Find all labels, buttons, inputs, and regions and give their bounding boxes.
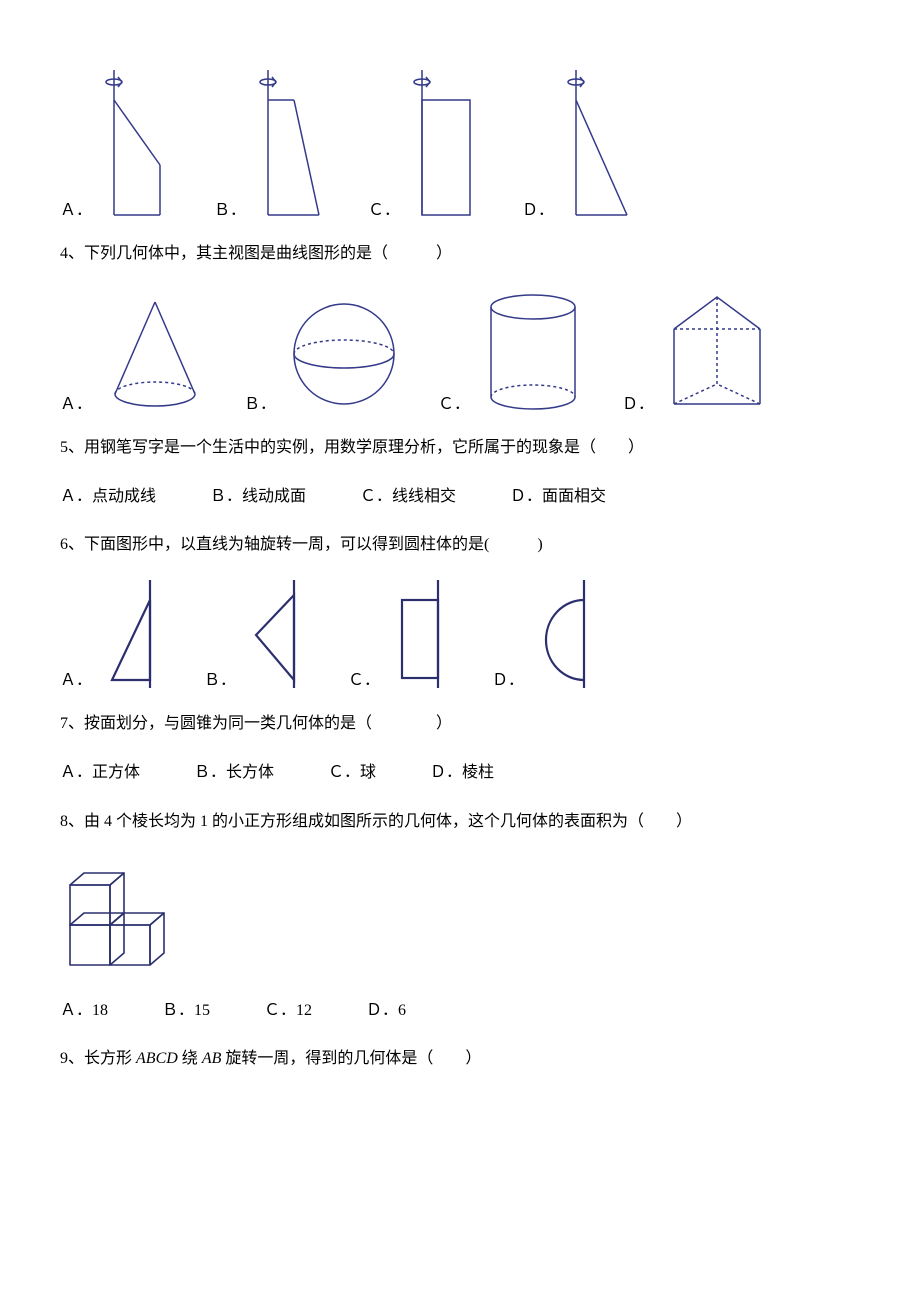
q3-D-label: Ｄ． [522,196,554,220]
q4-fig-sphere [284,294,404,414]
q6-option-D: Ｄ． [492,580,602,690]
q3-B-label: Ｂ． [214,196,246,220]
q6-text: 6、下面图形中，以直线为轴旋转一周，可以得到圆柱体的是( ) [60,531,860,560]
q8-fig-cubes [60,857,200,977]
q4-fig-cylinder [478,289,588,414]
q5-B: Ｂ．线动成面 [210,483,306,512]
q8-figure-wrap [60,857,860,977]
q7-B: Ｂ．长方体 [194,759,274,788]
q7-D: Ｄ．棱柱 [430,759,494,788]
q9-prefix: 9、长方形 [60,1050,136,1067]
q7-text: 7、按面划分，与圆锥为同一类几何体的是（ ） [60,710,860,739]
q3-option-C: Ｃ． [368,70,488,220]
q9-mid: 绕 [182,1050,202,1067]
q3-option-D: Ｄ． [522,70,642,220]
q3-fig-C [408,70,488,220]
q4-option-D: Ｄ． [622,289,782,414]
q5-D: Ｄ．面面相交 [510,483,606,512]
q4-option-B: Ｂ． [244,294,404,414]
q6-options: Ａ． Ｂ． Ｃ． [60,580,860,690]
q9-ABCD: ABCD [136,1050,178,1067]
q4-A-label: Ａ． [60,390,92,414]
q4-options: Ａ． Ｂ． Ｃ． [60,289,860,414]
q6-option-C: Ｃ． [348,580,458,690]
q5-C: Ｃ．线线相交 [360,483,456,512]
q4-D-label: Ｄ． [622,390,654,414]
q6-option-B: Ｂ． [204,580,314,690]
q5-text: 5、用钢笔写字是一个生活中的实例，用数学原理分析，它所属于的现象是（ ） [60,434,860,463]
q3-options: Ａ． Ｂ． [60,70,860,220]
q7-options: Ａ．正方体 Ｂ．长方体 Ｃ．球 Ｄ．棱柱 [60,759,860,788]
q9-suffix: 旋转一周，得到的几何体是（ ） [225,1050,481,1067]
q9-text: 9、长方形 ABCD 绕 AB 旋转一周，得到的几何体是（ ） [60,1045,860,1074]
q3-option-A: Ａ． [60,70,180,220]
q8-D: Ｄ．6 [366,997,406,1026]
q3-fig-D [562,70,642,220]
q6-A-label: Ａ． [60,666,92,690]
q3-A-label: Ａ． [60,196,92,220]
q4-fig-prism [662,289,782,414]
q6-fig-D [532,580,602,690]
q7-A: Ａ．正方体 [60,759,140,788]
q4-option-C: Ｃ． [438,289,588,414]
q7-C: Ｃ．球 [328,759,376,788]
q6-fig-A [100,580,170,690]
q8-C: Ｃ．12 [264,997,312,1026]
q4-option-A: Ａ． [60,294,210,414]
q9-AB: AB [202,1050,222,1067]
q4-text: 4、下列几何体中，其主视图是曲线图形的是（ ） [60,240,860,269]
q8-text: 8、由 4 个棱长均为 1 的小正方形组成如图所示的几何体，这个几何体的表面积为… [60,808,860,837]
q8-options: Ａ．18 Ｂ．15 Ｃ．12 Ｄ．6 [60,997,860,1026]
q8-B: Ｂ．15 [162,997,210,1026]
q6-option-A: Ａ． [60,580,170,690]
q6-B-label: Ｂ． [204,666,236,690]
q4-C-label: Ｃ． [438,390,470,414]
q3-option-B: Ｂ． [214,70,334,220]
q6-fig-C [388,580,458,690]
q6-D-label: Ｄ． [492,666,524,690]
q3-fig-B [254,70,334,220]
q6-fig-B [244,580,314,690]
q5-options: Ａ．点动成线 Ｂ．线动成面 Ｃ．线线相交 Ｄ．面面相交 [60,483,860,512]
q4-B-label: Ｂ． [244,390,276,414]
q5-A: Ａ．点动成线 [60,483,156,512]
q8-A: Ａ．18 [60,997,108,1026]
q3-fig-A [100,70,180,220]
q4-fig-cone [100,294,210,414]
q6-C-label: Ｃ． [348,666,380,690]
q3-C-label: Ｃ． [368,196,400,220]
